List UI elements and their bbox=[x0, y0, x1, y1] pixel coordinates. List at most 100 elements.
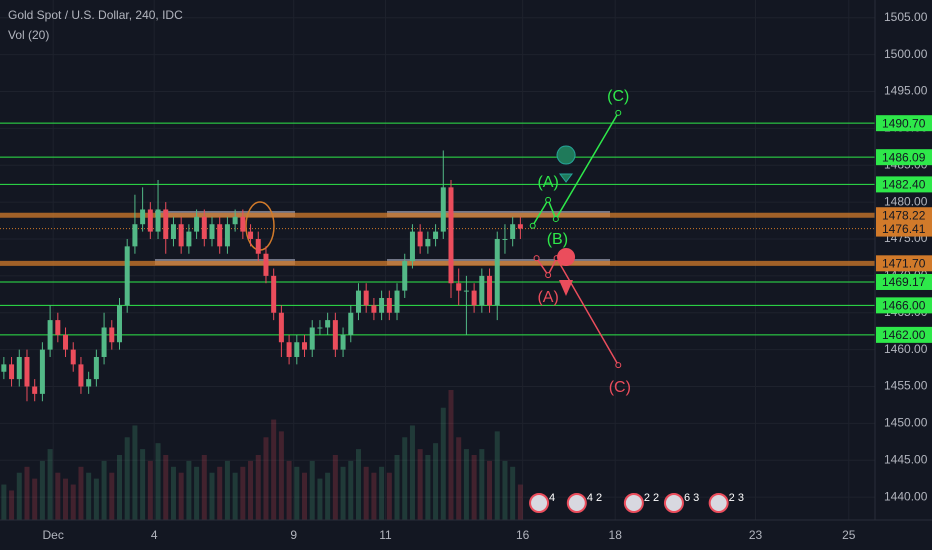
candle-body bbox=[16, 356, 22, 380]
level-label: 1490.70 bbox=[882, 116, 926, 130]
candle-body bbox=[517, 224, 523, 229]
wave-point bbox=[529, 222, 536, 229]
volume-bar bbox=[379, 466, 385, 520]
volume-bar bbox=[317, 478, 323, 520]
candle-body bbox=[409, 231, 415, 262]
candle-body bbox=[487, 275, 493, 306]
candle-body bbox=[440, 187, 446, 232]
candle-body bbox=[417, 231, 423, 247]
candle-body bbox=[494, 238, 500, 306]
volume-bar bbox=[355, 449, 361, 520]
volume-bar bbox=[24, 466, 30, 520]
candle-body bbox=[371, 305, 377, 313]
event-icon bbox=[708, 493, 729, 513]
candle-body bbox=[47, 320, 53, 350]
volume-bar bbox=[278, 431, 284, 520]
volume-bar bbox=[494, 431, 500, 520]
candle-body bbox=[170, 224, 176, 239]
volume-bar bbox=[232, 472, 238, 520]
volume-bar bbox=[402, 437, 408, 520]
candle-body bbox=[425, 238, 431, 247]
volume-bar bbox=[147, 460, 153, 520]
candle-body bbox=[240, 216, 246, 232]
x-tick-label: 16 bbox=[516, 528, 530, 542]
volume-bar bbox=[433, 443, 439, 520]
candle-body bbox=[101, 327, 107, 357]
candle-body bbox=[456, 283, 462, 291]
level-tag bbox=[876, 176, 932, 193]
volume-bar bbox=[155, 443, 161, 520]
levels bbox=[0, 122, 875, 336]
y-tick-label: 1495.00 bbox=[884, 84, 928, 98]
volume-bar bbox=[9, 490, 15, 520]
grid bbox=[0, 0, 875, 520]
x-tick-label: 11 bbox=[379, 528, 392, 542]
volume-bar bbox=[170, 466, 176, 520]
candle-body bbox=[309, 327, 315, 350]
subtitle: Vol (20) bbox=[8, 28, 49, 42]
candle-body bbox=[317, 327, 323, 329]
wave-label: (C) bbox=[609, 379, 631, 396]
candle-body bbox=[209, 224, 215, 239]
volume-bar bbox=[93, 478, 99, 520]
candle-body bbox=[147, 209, 153, 232]
candle-body bbox=[379, 297, 385, 313]
volume-bar bbox=[78, 466, 84, 520]
volume-bar bbox=[70, 484, 76, 520]
volume-bar bbox=[371, 472, 377, 520]
candle-body bbox=[1, 364, 7, 372]
event-icon bbox=[623, 493, 644, 513]
volume-bar bbox=[286, 460, 292, 520]
wave-point bbox=[533, 255, 540, 262]
level-label: 1482.40 bbox=[882, 178, 926, 192]
level-label: 1469.17 bbox=[882, 275, 926, 289]
volume-bar bbox=[487, 460, 493, 520]
volume-bar bbox=[456, 437, 462, 520]
event-label: 2 2 bbox=[644, 492, 659, 504]
candle-body bbox=[86, 379, 92, 387]
candle-body bbox=[63, 334, 69, 350]
y-tick-label: 1480.00 bbox=[884, 194, 928, 208]
candle-body bbox=[24, 356, 30, 387]
level-label: 1478.22 bbox=[882, 208, 926, 222]
candle-body bbox=[248, 231, 254, 239]
candle-body bbox=[394, 290, 400, 313]
wave-line bbox=[535, 256, 619, 366]
y-tick-label: 1440.00 bbox=[884, 489, 928, 503]
volume-bar bbox=[417, 449, 423, 520]
candle-body bbox=[479, 275, 485, 306]
event-icon bbox=[529, 493, 550, 513]
wave-point bbox=[615, 362, 622, 369]
volume-bar bbox=[132, 425, 138, 520]
level-label: 1476.41 bbox=[882, 222, 926, 236]
volume-bar bbox=[16, 472, 22, 520]
candle-body bbox=[325, 320, 331, 328]
wave-point bbox=[615, 109, 622, 116]
wave-point bbox=[552, 216, 559, 223]
level-tag bbox=[876, 149, 932, 166]
candle-body bbox=[217, 224, 223, 247]
candle-body bbox=[348, 312, 354, 335]
volume-bar bbox=[63, 478, 69, 520]
wave-label: (A) bbox=[537, 174, 558, 191]
level-tag bbox=[876, 207, 932, 224]
volume-bar bbox=[248, 460, 254, 520]
level-label: 1466.00 bbox=[882, 299, 926, 313]
level-label: 1462.00 bbox=[882, 328, 926, 342]
wave-point bbox=[545, 196, 552, 203]
level-label: 1486.09 bbox=[882, 150, 926, 164]
volume-bar bbox=[517, 484, 523, 520]
volume-bar bbox=[440, 407, 446, 520]
candle-body bbox=[70, 349, 76, 365]
volume-bar bbox=[39, 460, 45, 520]
volume-bar bbox=[140, 449, 146, 520]
candle-body bbox=[355, 290, 361, 313]
volume-bar bbox=[55, 472, 61, 520]
y-tick-label: 1505.00 bbox=[884, 10, 928, 24]
volume-bar bbox=[448, 390, 454, 520]
volume-bar bbox=[471, 455, 477, 520]
candle-body bbox=[332, 320, 338, 350]
wave-label: (A) bbox=[537, 289, 558, 306]
